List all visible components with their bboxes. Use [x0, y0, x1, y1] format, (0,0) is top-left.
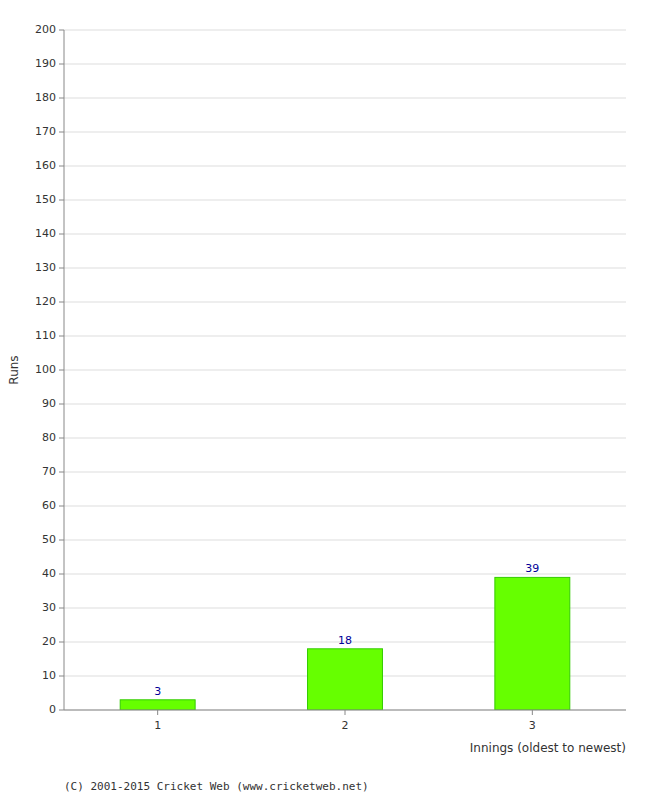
data-labels: 3 18 39: [154, 562, 539, 697]
grid-line: [64, 64, 626, 65]
y-tick-label: 160: [35, 159, 56, 172]
grid-line: [64, 98, 626, 99]
y-tick: [59, 234, 64, 235]
x-tick-label: 1: [154, 719, 161, 732]
x-tick-label: 2: [342, 719, 349, 732]
footer-text: (C) 2001-2015 Cricket Web (www.cricketwe…: [64, 780, 369, 793]
x-axis: 1 2 3: [64, 710, 626, 732]
y-axis: 0 10 20 30 40 50 60 70 80 90 100 110 120 130 140 150 160…: [35, 23, 64, 716]
y-tick-label: 0: [49, 703, 56, 716]
grid-line: [64, 336, 626, 337]
y-tick: [59, 608, 64, 609]
y-tick-label: 170: [35, 125, 56, 138]
y-tick-label: 40: [42, 567, 56, 580]
y-tick-label: 50: [42, 533, 56, 546]
y-tick: [59, 302, 64, 303]
y-tick: [59, 438, 64, 439]
y-tick: [59, 166, 64, 167]
bar: [308, 649, 383, 710]
grid-line: [64, 30, 626, 31]
data-label: 3: [154, 685, 161, 698]
y-tick: [59, 336, 64, 337]
y-tick: [59, 370, 64, 371]
y-tick-label: 60: [42, 499, 56, 512]
grid-line: [64, 166, 626, 167]
y-tick: [59, 64, 64, 65]
y-tick-label: 120: [35, 295, 56, 308]
grid-line: [64, 472, 626, 473]
chart-svg: 0 10 20 30 40 50 60 70 80 90 100 110 120 130 140 150 160…: [0, 0, 650, 800]
y-tick: [59, 30, 64, 31]
grid-line: [64, 370, 626, 371]
y-tick-label: 190: [35, 57, 56, 70]
x-tick: [345, 710, 346, 715]
y-tick-label: 130: [35, 261, 56, 274]
data-label: 39: [525, 562, 539, 575]
bar: [495, 577, 570, 710]
x-axis-label: Innings (oldest to newest): [470, 741, 626, 755]
bars: [120, 577, 570, 710]
y-tick-label: 110: [35, 329, 56, 342]
grid-line: [64, 132, 626, 133]
y-tick: [59, 472, 64, 473]
y-tick-label: 100: [35, 363, 56, 376]
x-tick: [157, 710, 158, 715]
y-tick-label: 180: [35, 91, 56, 104]
y-tick-label: 200: [35, 23, 56, 36]
x-tick: [532, 710, 533, 715]
grid-line: [64, 506, 626, 507]
y-tick: [59, 710, 64, 711]
y-tick: [59, 200, 64, 201]
data-label: 18: [338, 634, 352, 647]
y-tick-label: 10: [42, 669, 56, 682]
y-tick: [59, 132, 64, 133]
y-tick: [59, 98, 64, 99]
y-tick-label: 90: [42, 397, 56, 410]
grid-line: [64, 540, 626, 541]
y-tick: [59, 268, 64, 269]
y-tick: [59, 676, 64, 677]
grid-line: [64, 404, 626, 405]
grid-line: [64, 200, 626, 201]
y-tick-label: 140: [35, 227, 56, 240]
grid-line: [64, 268, 626, 269]
y-axis-line: [64, 30, 65, 710]
grid-line: [64, 234, 626, 235]
y-tick-label: 30: [42, 601, 56, 614]
y-axis-label: Runs: [7, 355, 21, 384]
y-tick: [59, 642, 64, 643]
grid: [64, 30, 626, 710]
y-tick: [59, 404, 64, 405]
grid-line: [64, 302, 626, 303]
y-tick-label: 20: [42, 635, 56, 648]
y-tick: [59, 574, 64, 575]
y-tick-label: 70: [42, 465, 56, 478]
grid-line: [64, 574, 626, 575]
y-tick-label: 80: [42, 431, 56, 444]
x-tick-label: 3: [529, 719, 536, 732]
chart-container: 0 10 20 30 40 50 60 70 80 90 100 110 120 130 140 150 160…: [0, 0, 650, 800]
y-tick-label: 150: [35, 193, 56, 206]
bar: [120, 700, 195, 710]
y-tick: [59, 540, 64, 541]
y-tick: [59, 506, 64, 507]
grid-line: [64, 438, 626, 439]
